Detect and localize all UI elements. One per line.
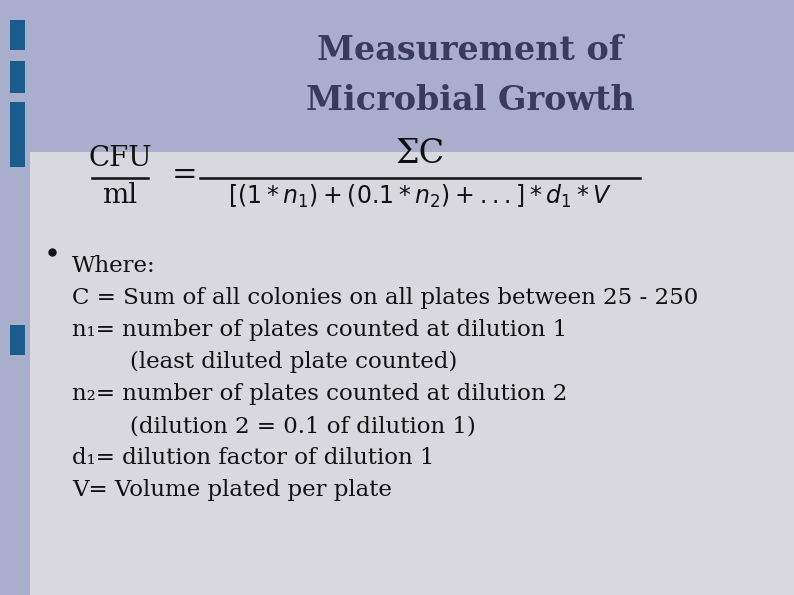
Text: Where:: Where: <box>72 255 156 277</box>
Text: =: = <box>172 159 198 190</box>
Text: ml: ml <box>102 182 137 209</box>
Text: n₂= number of plates counted at dilution 2: n₂= number of plates counted at dilution… <box>72 383 568 405</box>
Text: (dilution 2 = 0.1 of dilution 1): (dilution 2 = 0.1 of dilution 1) <box>72 415 476 437</box>
Bar <box>30 152 794 595</box>
Text: d₁= dilution factor of dilution 1: d₁= dilution factor of dilution 1 <box>72 447 434 469</box>
Text: CFU: CFU <box>88 145 152 172</box>
Text: n₁= number of plates counted at dilution 1: n₁= number of plates counted at dilution… <box>72 319 567 341</box>
Text: $[(1*n_1)+(0.1*n_2)+...]*d_1*V$: $[(1*n_1)+(0.1*n_2)+...]*d_1*V$ <box>228 183 612 210</box>
Text: ΣC: ΣC <box>395 138 445 170</box>
Text: V= Volume plated per plate: V= Volume plated per plate <box>72 479 392 501</box>
Bar <box>10 61 25 93</box>
Text: Measurement of: Measurement of <box>317 33 623 67</box>
Text: Microbial Growth: Microbial Growth <box>306 83 634 117</box>
Bar <box>10 102 25 167</box>
Text: (least diluted plate counted): (least diluted plate counted) <box>72 351 457 373</box>
Bar <box>10 20 25 50</box>
Text: C = Sum of all colonies on all plates between 25 - 250: C = Sum of all colonies on all plates be… <box>72 287 698 309</box>
Bar <box>10 325 25 355</box>
